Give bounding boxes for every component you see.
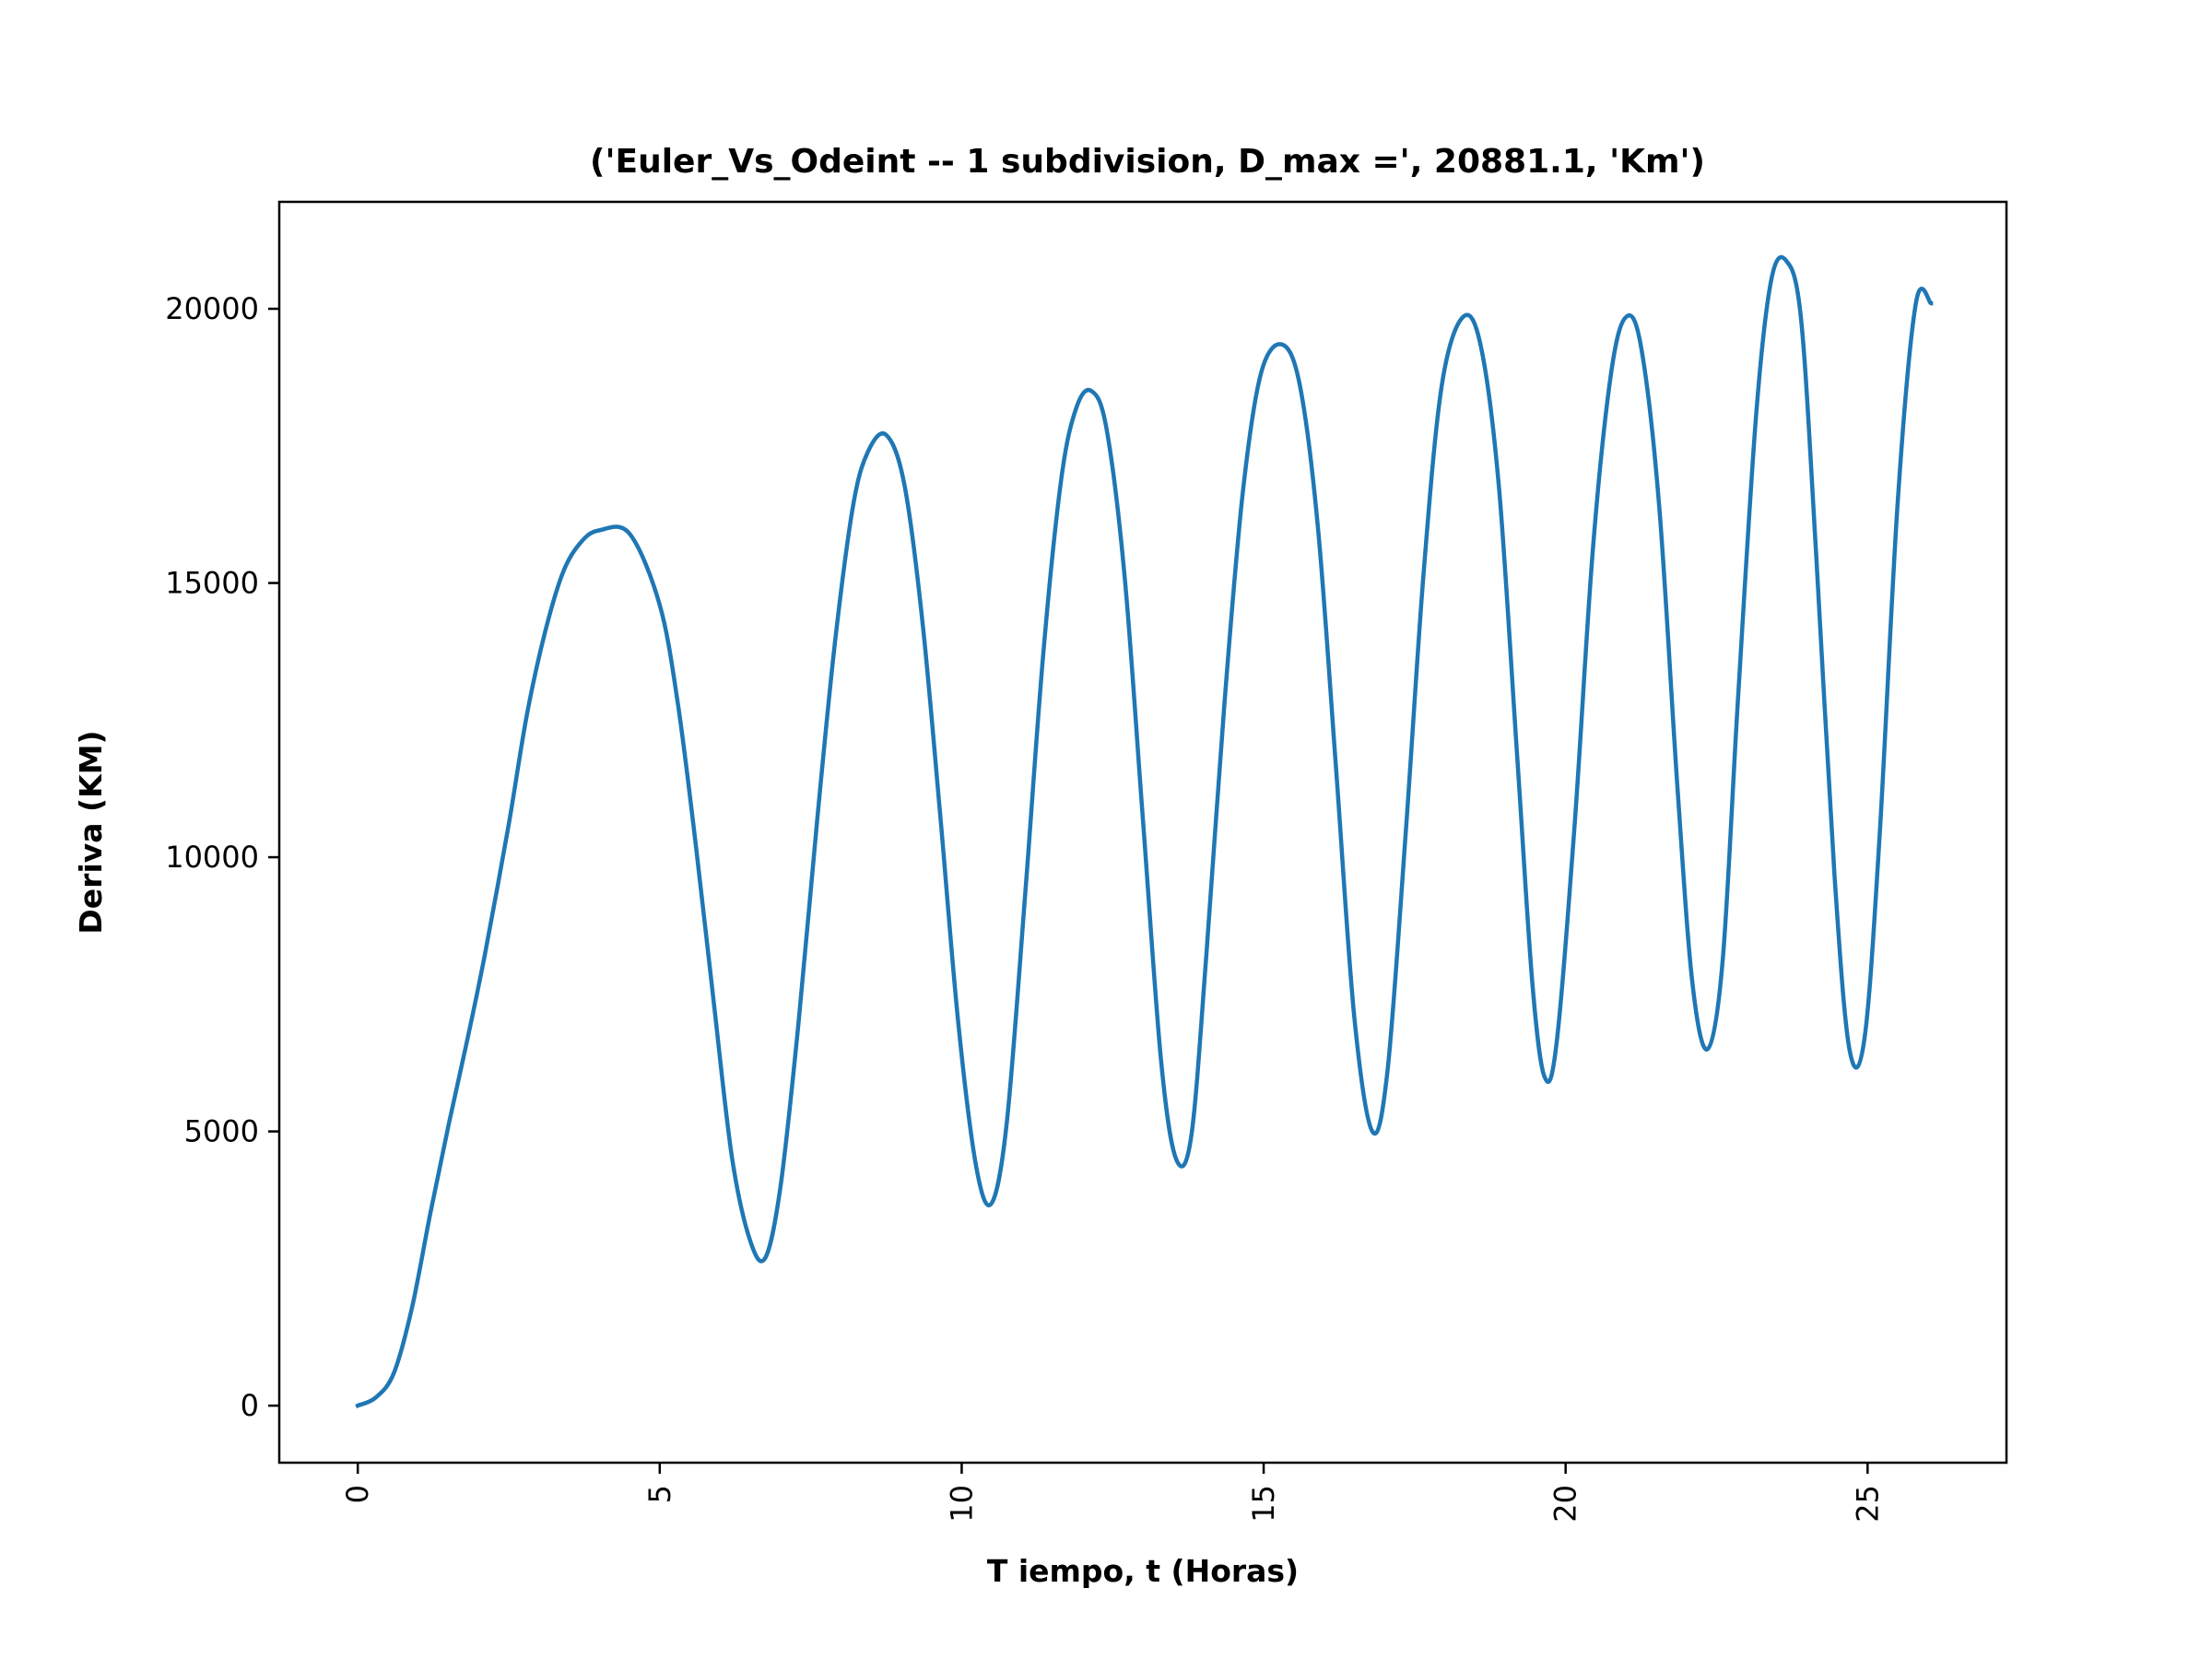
y-tick-label: 20000 bbox=[165, 291, 259, 326]
x-tick-label: 20 bbox=[1548, 1485, 1583, 1523]
y-tick-label: 0 bbox=[241, 1388, 259, 1423]
chart-title: ('Euler_Vs_Odeint -- 1 subdivision, D_ma… bbox=[590, 143, 1705, 181]
y-ticks: 0 5000 10000 15000 20000 bbox=[165, 291, 279, 1423]
series-line bbox=[355, 254, 1934, 1409]
x-ticks: 0 5 10 15 20 25 bbox=[340, 1463, 1885, 1523]
y-tick-label: 15000 bbox=[165, 566, 259, 601]
y-tick-label: 5000 bbox=[184, 1114, 259, 1149]
y-axis-label: Deriva (KM) bbox=[73, 730, 109, 934]
x-axis-label: T iempo, t (Horas) bbox=[987, 1553, 1299, 1589]
y-tick-label: 10000 bbox=[165, 840, 259, 875]
x-tick-label: 15 bbox=[1246, 1485, 1281, 1523]
x-tick-label: 0 bbox=[340, 1485, 375, 1503]
plot-area bbox=[355, 254, 1934, 1409]
x-tick-label: 5 bbox=[642, 1485, 677, 1503]
axes-frame bbox=[277, 200, 2008, 1465]
x-tick-label: 10 bbox=[944, 1485, 979, 1523]
x-tick-label: 25 bbox=[1850, 1485, 1885, 1523]
